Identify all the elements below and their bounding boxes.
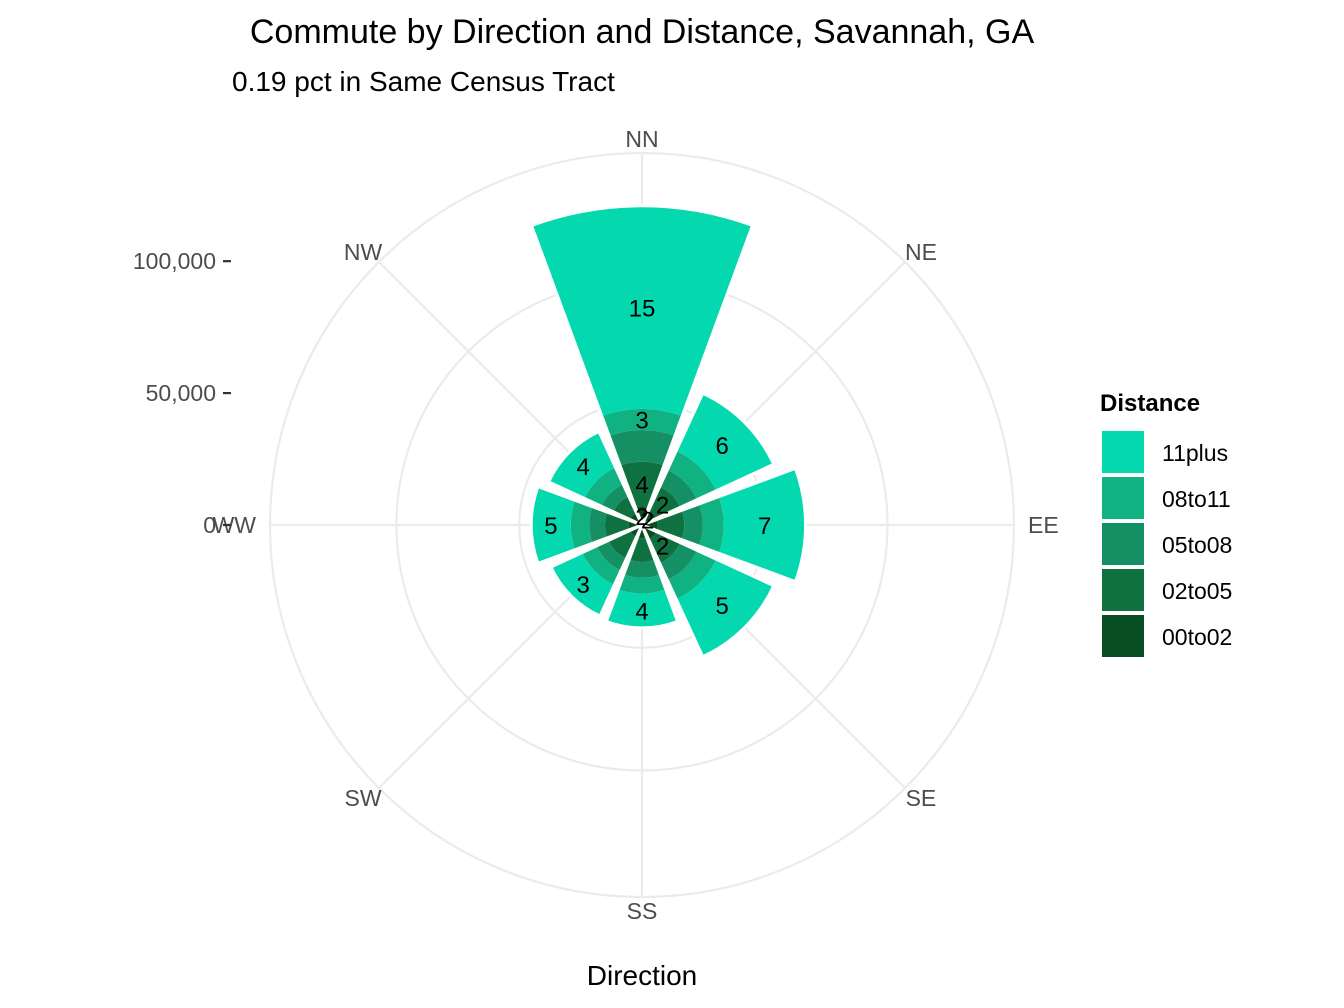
y-tick-label: 0 <box>203 512 216 538</box>
y-axis: 0 50,000 100,000 <box>133 248 231 538</box>
bar-outline-SW <box>548 521 646 619</box>
legend-label-00to02: 00to02 <box>1162 624 1232 650</box>
segment-label: 2 <box>641 507 654 534</box>
bar-EE-08to11 <box>698 496 724 554</box>
legend-key-11plus <box>1102 431 1144 473</box>
legend-key-08to11 <box>1102 477 1144 519</box>
bar-NN-08to11 <box>601 408 683 436</box>
bar-SW-11plus <box>550 552 615 617</box>
segment-label: 3 <box>635 407 648 434</box>
x-axis-title: Direction <box>587 960 697 991</box>
bar-EE-11plus <box>718 468 806 582</box>
legend-label-08to11: 08to11 <box>1162 486 1231 512</box>
bar-NN-02to05 <box>620 461 664 508</box>
direction-label-SS: SS <box>627 898 658 924</box>
bar-NE-08to11 <box>667 450 717 500</box>
bar-outline-SE <box>638 521 776 659</box>
bar-NN-00to02 <box>635 506 649 525</box>
legend-label-11plus: 11plus <box>1162 440 1228 466</box>
legend-key-05to08 <box>1102 523 1144 565</box>
legend-key-00to02 <box>1102 615 1144 657</box>
segment-label: 2 <box>656 492 669 519</box>
segment-label: 3 <box>577 572 590 599</box>
legend-title: Distance <box>1100 390 1200 417</box>
segment-label: 2 <box>656 534 669 561</box>
direction-label-EE: EE <box>1028 512 1059 538</box>
segment-label: 5 <box>716 593 729 620</box>
bar-SS-11plus <box>606 589 678 628</box>
bar-outline-EE <box>637 466 807 584</box>
segment-label: 5 <box>544 513 557 540</box>
bar-NW-11plus <box>548 431 616 499</box>
y-tick-label: 50,000 <box>146 380 216 406</box>
bar-EE-05to08 <box>681 503 703 547</box>
direction-label-WW: WW <box>213 512 257 538</box>
segment-label: 4 <box>577 454 590 481</box>
segment-label: 7 <box>758 513 771 540</box>
bar-NN-11plus <box>531 205 753 417</box>
bar-WW-08to11 <box>570 500 593 550</box>
bar-SW-08to11 <box>582 545 622 585</box>
bar-outline-SS <box>604 520 680 630</box>
bar-NW-05to08 <box>601 484 629 512</box>
legend-label-02to05: 02to05 <box>1162 578 1232 604</box>
bar-WW-05to08 <box>589 506 608 544</box>
direction-label-SW: SW <box>345 785 382 811</box>
direction-labels: NN NE EE SE SS SW WW NW <box>213 126 1059 924</box>
bar-NE-11plus <box>676 393 774 491</box>
bar-EE-00to02 <box>642 519 658 531</box>
segment-label: 6 <box>716 433 729 460</box>
chart-title: Commute by Direction and Distance, Savan… <box>250 13 1035 51</box>
bar-NE-00to02 <box>642 510 657 525</box>
direction-label-NN: NN <box>625 126 658 152</box>
bar-outline-NN <box>529 204 755 530</box>
y-tick-label: 100,000 <box>133 248 216 274</box>
segment-label: 4 <box>635 599 648 626</box>
bar-outline-WW <box>529 484 647 566</box>
legend-items: 11plus 08to11 05to08 02to05 00to02 <box>1102 431 1232 657</box>
legend-key-02to05 <box>1102 569 1144 611</box>
bar-SE-08to11 <box>667 550 717 600</box>
bar-SS-05to08 <box>623 559 661 578</box>
direction-label-NE: NE <box>905 239 937 265</box>
bar-SW-05to08 <box>596 540 627 571</box>
bar-outline-NE <box>638 391 776 529</box>
bar-SE-00to02 <box>642 525 657 540</box>
bar-NW-08to11 <box>584 467 624 507</box>
legend-label-05to08: 05to08 <box>1162 532 1232 558</box>
bar-SE-05to08 <box>659 542 698 581</box>
segment-label: 15 <box>629 295 656 322</box>
direction-label-NW: NW <box>344 239 383 265</box>
bar-outline-NW <box>546 429 646 529</box>
segment-label: 4 <box>635 472 648 499</box>
bar-SS-08to11 <box>618 574 666 594</box>
bar-NN-05to08 <box>609 430 675 466</box>
bar-WW-11plus <box>531 486 576 564</box>
bar-NE-05to08 <box>659 469 698 508</box>
chart-subtitle: 0.19 pct in Same Census Tract <box>232 66 615 97</box>
bar-SE-11plus <box>676 559 774 657</box>
stacked-bars <box>529 204 807 659</box>
legend: Distance 11plus 08to11 05to08 02to05 00to02 <box>1100 390 1232 657</box>
segment-label: 2 <box>635 504 648 531</box>
direction-label-SE: SE <box>906 785 937 811</box>
